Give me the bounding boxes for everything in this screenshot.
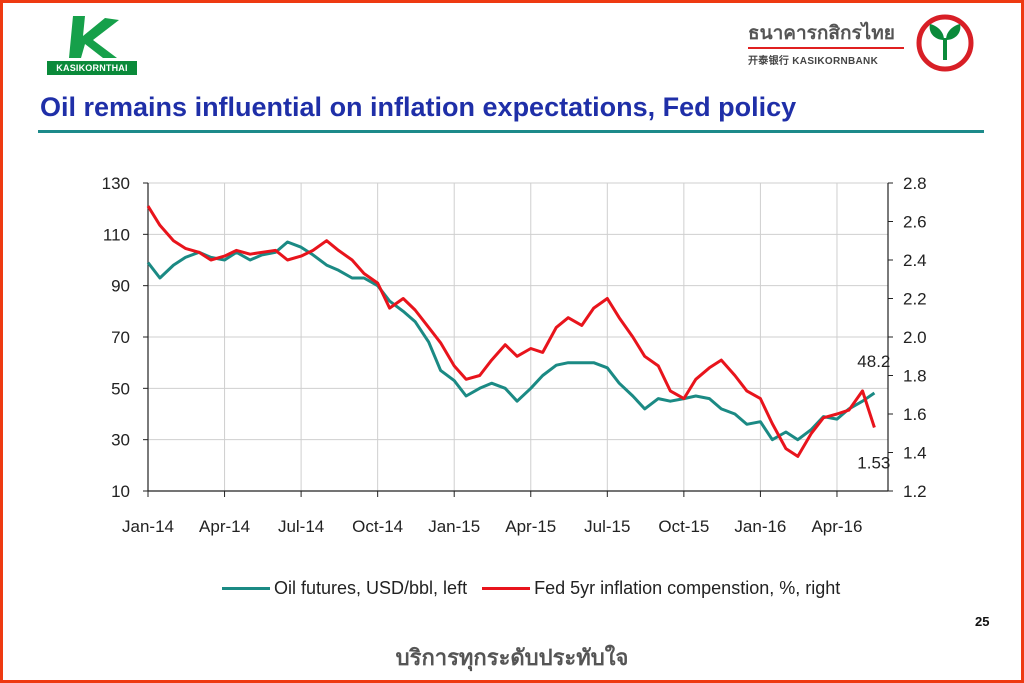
x-tick-label: Oct-15 xyxy=(658,517,709,536)
series-line-oil xyxy=(146,240,876,442)
y-right-tick-label: 1.6 xyxy=(903,405,927,424)
x-tick-label: Apr-14 xyxy=(199,517,250,536)
end-label-inflation: 1.53 xyxy=(857,453,890,472)
x-tick-label: Jan-15 xyxy=(428,517,480,536)
y-right-tick-label: 2.0 xyxy=(903,328,927,347)
legend-swatch-inflation xyxy=(482,587,531,590)
y-right-tick-label: 1.2 xyxy=(903,482,927,501)
x-tick-label: Jul-15 xyxy=(584,517,630,536)
y-left-tick-label: 130 xyxy=(102,174,130,193)
x-tick-label: Apr-15 xyxy=(505,517,556,536)
y-left-tick-label: 110 xyxy=(103,225,130,244)
bank-name-english: 开泰银行 KASIKORNBANK xyxy=(748,56,879,67)
y-right-tick-label: 2.6 xyxy=(903,213,927,232)
end-label-oil: 48.2 xyxy=(857,352,890,371)
y-right-tick-label: 1.4 xyxy=(903,444,927,463)
x-tick-label: Apr-16 xyxy=(811,517,862,536)
y-left-tick-label: 90 xyxy=(111,277,130,296)
kbank-emblem-icon xyxy=(916,14,974,72)
legend-swatch-oil xyxy=(222,587,270,590)
line-chart: Jan-14 Apr-14 Jul-14 Oct-14 Jan-15 Apr-15 Jul-… xyxy=(102,174,927,536)
kasikornthai-wordmark: KASIKORNTHAI xyxy=(47,61,137,75)
legend-label-oil: Oil futures, USD/bbl, left xyxy=(274,578,468,598)
x-tick-label: Jan-14 xyxy=(122,517,174,536)
footer-slogan: บริการทุกระดับประทับใจ xyxy=(395,646,629,671)
bank-name-thai: ธนาคารกสิกรไทย xyxy=(748,22,895,44)
y-left-tick-label: 30 xyxy=(111,431,130,450)
title-divider xyxy=(38,130,984,133)
bank-name-block: ธนาคารกสิกรไทย 开泰银行 KASIKORNBANK xyxy=(748,22,908,67)
legend-label-inflation: Fed 5yr inflation compenstion, %, right xyxy=(534,578,841,598)
bank-name-divider xyxy=(748,47,904,49)
y-left-tick-label: 70 xyxy=(111,328,130,347)
y-right-tick-label: 1.8 xyxy=(903,367,927,386)
y-left-tick-label: 50 xyxy=(111,379,130,398)
x-tick-label: Jul-14 xyxy=(278,517,324,536)
y-right-tick-label: 2.2 xyxy=(903,290,927,309)
k-logo-icon xyxy=(69,16,119,58)
x-tick-label: Jan-16 xyxy=(734,517,786,536)
legend-item-inflation: Fed 5yr inflation compenstion, %, right xyxy=(482,578,840,599)
legend-item-oil: Oil futures, USD/bbl, left xyxy=(222,578,467,599)
y-right-tick-label: 2.8 xyxy=(903,174,927,193)
x-tick-label: Oct-14 xyxy=(352,517,403,536)
kasikornthai-logo: KASIKORNTHAI xyxy=(47,14,137,76)
series-line-inflation xyxy=(146,205,876,458)
y-right-tick-label: 2.4 xyxy=(903,251,927,270)
slide-title: Oil remains influential on inflation exp… xyxy=(40,92,797,122)
page-number: 25 xyxy=(975,614,990,629)
chart-legend: Oil futures, USD/bbl, left Fed 5yr infla… xyxy=(222,574,850,600)
y-left-tick-label: 10 xyxy=(111,482,130,501)
